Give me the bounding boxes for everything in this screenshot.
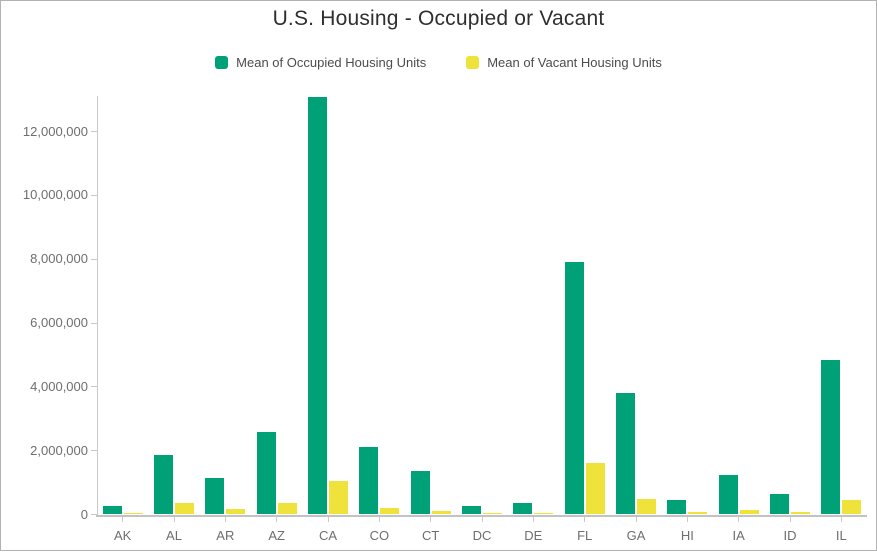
x-tick — [327, 516, 329, 522]
x-tick — [276, 516, 278, 522]
y-axis-label: 8,000,000 — [30, 251, 88, 267]
bar-vacant-CO[interactable] — [380, 508, 400, 515]
y-axis-label: 2,000,000 — [30, 442, 88, 458]
y-tick — [91, 194, 97, 196]
x-axis-label: CT — [421, 527, 440, 543]
bar-vacant-IA[interactable] — [739, 510, 759, 515]
chart-title: U.S. Housing - Occupied or Vacant — [272, 7, 605, 30]
legend-item-occupied[interactable]: Mean of Occupied Housing Units — [215, 55, 426, 70]
legend-label-vacant: Mean of Vacant Housing Units — [487, 55, 662, 70]
y-axis-label: 0 — [80, 506, 88, 522]
bar-vacant-AL[interactable] — [175, 503, 194, 515]
x-tick — [430, 516, 432, 522]
x-axis-label: IL — [835, 527, 847, 543]
legend: Mean of Occupied Housing Units Mean of V… — [1, 55, 876, 70]
bar-vacant-CA[interactable] — [329, 480, 348, 515]
x-axis-label: AK — [113, 527, 132, 543]
x-tick — [173, 516, 175, 522]
x-tick — [635, 516, 637, 522]
bar-occupied-GA[interactable] — [616, 392, 635, 515]
occupied-swatch-icon — [215, 56, 229, 69]
y-axis-label: 10,000,000 — [22, 187, 88, 203]
bar-vacant-HI[interactable] — [688, 512, 708, 515]
bar-occupied-AZ[interactable] — [256, 431, 276, 515]
x-axis-label: DC — [472, 527, 492, 543]
bar-vacant-GA[interactable] — [637, 499, 656, 515]
x-tick — [584, 516, 586, 522]
bar-occupied-DE[interactable] — [513, 503, 533, 515]
bar-vacant-ID[interactable] — [791, 512, 810, 515]
x-tick — [122, 516, 124, 522]
y-tick — [91, 322, 97, 324]
x-axis-label: AR — [216, 527, 235, 543]
bar-vacant-AR[interactable] — [226, 508, 246, 515]
bar-occupied-AK[interactable] — [102, 505, 122, 515]
x-tick — [686, 516, 688, 522]
x-tick — [481, 516, 483, 522]
bar-occupied-DC[interactable] — [462, 506, 481, 515]
y-tick — [91, 514, 97, 515]
x-tick — [789, 516, 791, 522]
y-tick — [91, 386, 97, 388]
bar-occupied-ID[interactable] — [770, 494, 789, 515]
bar-occupied-CT[interactable] — [410, 471, 430, 515]
x-axis-label: DE — [524, 527, 543, 543]
y-axis-label: 6,000,000 — [30, 315, 88, 330]
bar-occupied-AL[interactable] — [154, 455, 173, 515]
bar-occupied-CO[interactable] — [359, 447, 379, 515]
y-axis-label: 12,000,000 — [22, 123, 88, 139]
y-tick — [91, 450, 97, 452]
bar-vacant-CT[interactable] — [431, 510, 451, 515]
legend-item-vacant[interactable]: Mean of Vacant Housing Units — [466, 55, 662, 70]
bar-occupied-FL[interactable] — [564, 262, 584, 515]
x-axis-label: AL — [166, 527, 182, 543]
bar-occupied-IL[interactable] — [821, 360, 841, 515]
y-axis-line — [97, 96, 98, 516]
y-tick — [91, 131, 97, 132]
bar-occupied-CA[interactable] — [308, 97, 327, 515]
x-axis-label: AZ — [268, 527, 285, 543]
bar-occupied-HI[interactable] — [667, 500, 687, 515]
x-axis-label: IA — [732, 527, 745, 543]
bar-occupied-IA[interactable] — [718, 474, 738, 515]
x-axis-line — [96, 514, 867, 517]
y-tick — [91, 258, 97, 260]
x-tick — [378, 516, 380, 522]
y-axis-label: 4,000,000 — [30, 378, 88, 394]
bar-vacant-DE[interactable] — [534, 512, 554, 515]
bar-vacant-FL[interactable] — [585, 463, 605, 515]
bar-vacant-IL[interactable] — [842, 500, 862, 515]
legend-label-occupied: Mean of Occupied Housing Units — [236, 55, 427, 70]
x-axis-label: CA — [318, 527, 338, 543]
x-tick — [532, 516, 534, 522]
vacant-swatch-icon — [466, 56, 480, 69]
x-axis-label: GA — [626, 527, 646, 543]
x-tick — [840, 516, 842, 522]
x-axis-label: HI — [680, 527, 694, 543]
x-tick — [738, 516, 740, 522]
x-axis-label: ID — [783, 527, 797, 543]
bar-vacant-DC[interactable] — [483, 513, 502, 515]
bar-vacant-AK[interactable] — [123, 512, 143, 515]
x-axis-label: CO — [369, 527, 390, 543]
bar-vacant-AZ[interactable] — [277, 502, 297, 515]
x-tick — [224, 516, 226, 522]
x-axis-label: FL — [577, 527, 593, 543]
bar-occupied-AR[interactable] — [205, 478, 225, 515]
